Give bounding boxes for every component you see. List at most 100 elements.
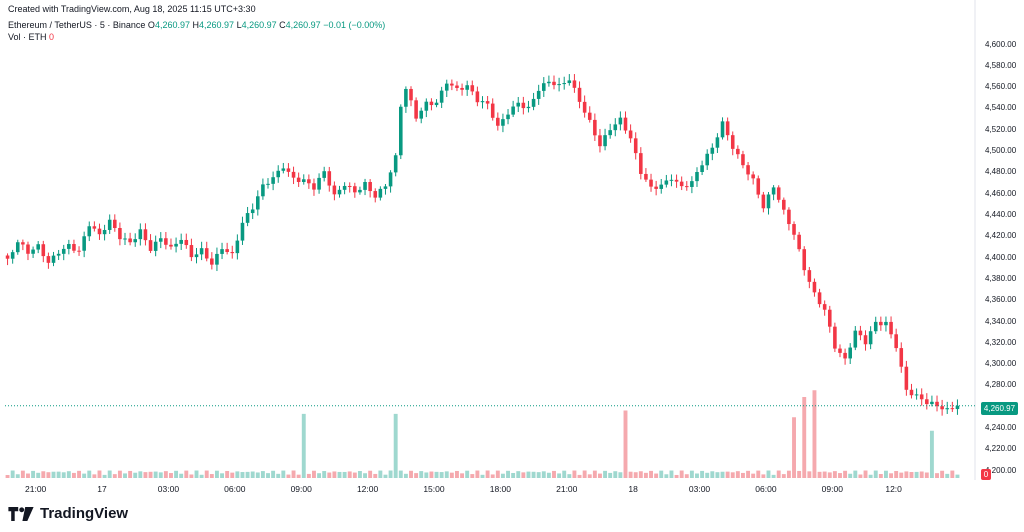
candle-body: [884, 321, 888, 326]
volume-bar: [31, 470, 36, 478]
candle-body: [705, 153, 709, 166]
volume-bar: [393, 413, 398, 478]
volume-bar: [169, 473, 173, 478]
candle-body: [460, 87, 464, 90]
candle-body: [863, 335, 868, 345]
volume-bar: [700, 470, 705, 478]
volume-bar: [337, 471, 342, 478]
volume-bar: [26, 473, 30, 478]
created-note: Created with TradingView.com, Aug 18, 20…: [8, 4, 256, 14]
candle-body: [342, 185, 347, 190]
volume-bar: [843, 470, 848, 478]
candle-body: [879, 321, 883, 326]
time-tick-label: 06:00: [224, 484, 246, 494]
volume-bar: [470, 474, 475, 478]
candle-body: [337, 189, 342, 195]
candle-body: [684, 186, 689, 188]
volume-bar: [352, 472, 357, 478]
volume-bar: [373, 473, 378, 478]
symbol-label[interactable]: Ethereum / TetherUS · 5 · Binance: [8, 20, 146, 30]
candle-body: [312, 183, 316, 190]
candle-body: [271, 177, 275, 184]
candle-body: [307, 179, 311, 184]
volume-bar: [623, 410, 628, 478]
candle-body: [690, 181, 694, 187]
candle-body: [674, 179, 679, 182]
candle-body: [276, 170, 281, 178]
volume-bar: [638, 471, 643, 478]
volume-bar: [506, 470, 510, 478]
open-label: O: [147, 20, 155, 30]
brand-name: TradingView: [40, 505, 129, 522]
volume-bar: [56, 471, 61, 478]
candle-body: [633, 138, 638, 154]
volume-bar: [848, 473, 853, 478]
volume-bar: [357, 471, 362, 478]
candle-body: [664, 180, 669, 185]
volume-bar: [531, 471, 536, 478]
candle-body: [378, 188, 383, 198]
candle-body: [644, 173, 648, 180]
candle-body: [552, 81, 556, 86]
candle-body: [353, 186, 357, 193]
volume-bar: [317, 473, 322, 478]
volume-bar: [889, 473, 894, 478]
time-tick-label: 03:00: [688, 484, 711, 494]
volume-bar: [143, 472, 148, 478]
volume-bar: [174, 470, 179, 478]
volume-tag: 0: [981, 469, 991, 480]
volume-label[interactable]: Vol · ETH: [8, 32, 47, 42]
candle-body: [776, 187, 781, 200]
candle-body: [373, 191, 378, 198]
volume-bar: [873, 470, 878, 478]
candle-body: [368, 181, 372, 192]
volume-bar: [827, 472, 832, 478]
candle-body: [720, 121, 725, 138]
volume-bar: [419, 471, 424, 478]
volume-bar: [822, 471, 827, 478]
candle-body: [215, 253, 219, 265]
candle-body: [715, 137, 720, 148]
volume-bar: [194, 470, 199, 478]
volume-bar: [46, 472, 51, 478]
volume-bar: [613, 471, 618, 478]
candle-body: [741, 154, 745, 166]
candle-body: [77, 250, 81, 252]
candle-body: [72, 244, 76, 251]
time-tick-label: 12:0: [885, 484, 902, 494]
volume-bar: [786, 470, 791, 478]
price-tick-label: 4,300.00: [985, 359, 1017, 369]
volume-bar: [214, 470, 219, 478]
time-tick-label: 17: [97, 484, 107, 494]
candle-body: [158, 238, 163, 242]
volume-bar: [327, 472, 332, 478]
volume-bar: [209, 474, 214, 478]
candle-body: [853, 330, 858, 348]
candle-body: [868, 331, 873, 345]
volume-bar: [199, 474, 204, 478]
tradingview-brand[interactable]: TradingView: [8, 505, 128, 522]
candle-body: [404, 88, 408, 107]
volume-bar: [286, 474, 291, 478]
volume-bar: [521, 472, 526, 478]
candle-body: [31, 249, 35, 254]
volume-bar: [567, 474, 572, 478]
time-tick-label: 21:00: [556, 484, 578, 494]
candle-body: [46, 256, 51, 263]
candle-body: [225, 249, 229, 253]
candle-body: [623, 117, 628, 131]
price-tick-label: 4,460.00: [985, 188, 1017, 198]
volume-bar: [449, 472, 454, 478]
candle-body: [628, 130, 633, 139]
candle-body: [475, 91, 480, 103]
candle-body: [56, 253, 61, 256]
volume-bar: [87, 470, 92, 478]
candle-body: [766, 194, 771, 209]
tradingview-logo-icon: [8, 506, 34, 521]
volume-bar: [414, 473, 419, 478]
volume-bar: [306, 473, 311, 478]
candle-body: [827, 309, 832, 327]
volume-bar: [342, 471, 347, 478]
volume-bar: [153, 471, 158, 478]
